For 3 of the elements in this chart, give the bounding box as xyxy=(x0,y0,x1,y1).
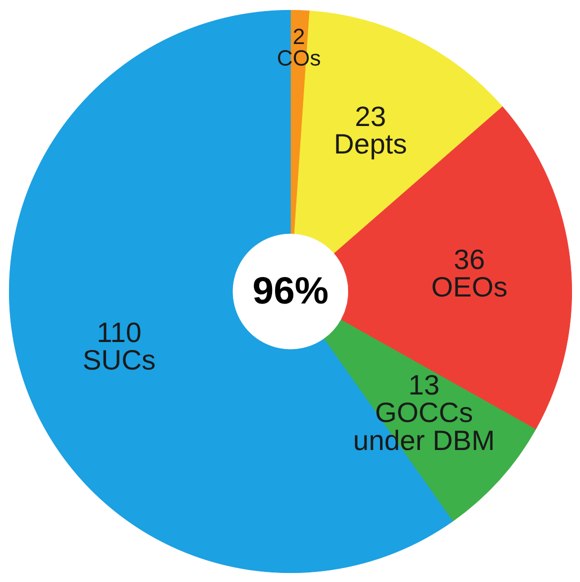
text: 96% xyxy=(252,270,329,312)
data-label: 13 xyxy=(408,369,440,400)
data-label: 2 xyxy=(292,24,305,50)
